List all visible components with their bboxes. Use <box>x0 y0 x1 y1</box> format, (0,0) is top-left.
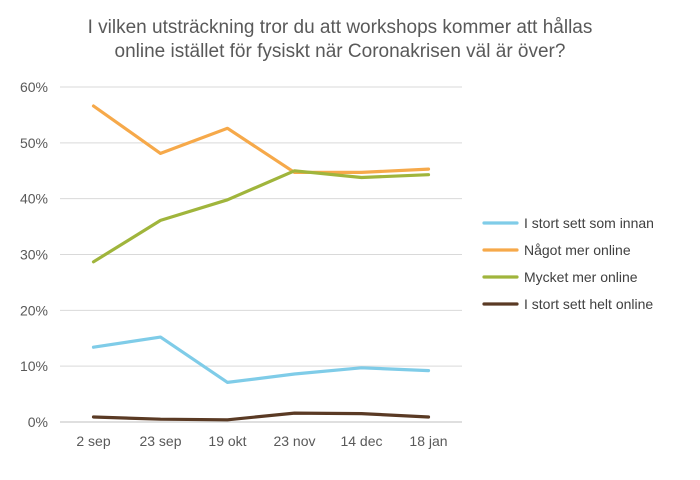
y-tick-label: 30% <box>20 247 48 263</box>
chart-title: I vilken utsträckning tror du att worksh… <box>40 16 640 64</box>
legend-label: Mycket mer online <box>524 269 638 285</box>
y-tick-label: 50% <box>20 135 48 151</box>
x-tick-label: 2 sep <box>76 433 110 449</box>
chart-title-line-2: online istället för fysiskt när Coronakr… <box>114 41 566 62</box>
y-tick-label: 0% <box>28 414 48 430</box>
legend-label: Något mer online <box>524 242 631 258</box>
series-line-4 <box>91 411 431 422</box>
series-line-3 <box>91 169 431 264</box>
series-line-1 <box>91 335 431 384</box>
legend-label: I stort sett helt online <box>524 296 653 312</box>
x-tick-label: 23 sep <box>139 433 181 449</box>
legend-label: I stort sett som innan <box>524 215 654 231</box>
y-tick-label: 60% <box>20 79 48 95</box>
series-line-2 <box>91 104 431 174</box>
x-tick-label: 19 okt <box>208 433 246 449</box>
x-tick-label: 23 nov <box>273 433 315 449</box>
y-tick-label: 10% <box>20 358 48 374</box>
x-tick-label: 14 dec <box>340 433 382 449</box>
x-tick-label: 18 jan <box>409 433 447 449</box>
y-tick-label: 40% <box>20 191 48 207</box>
y-tick-label: 20% <box>20 302 48 318</box>
chart-title-line-1: I vilken utsträckning tror du att worksh… <box>87 17 593 38</box>
